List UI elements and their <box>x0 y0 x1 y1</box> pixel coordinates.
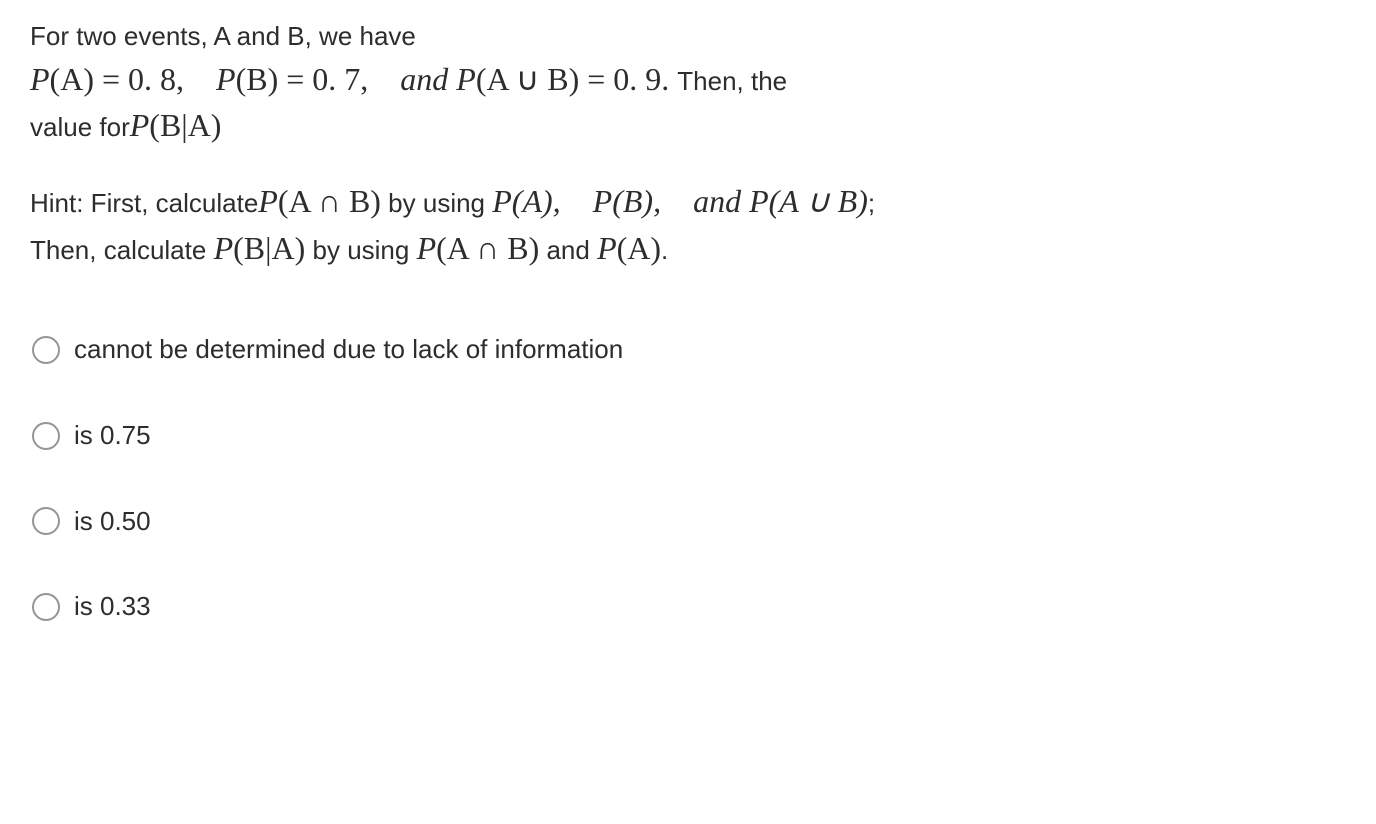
options-list: cannot be determined due to lack of info… <box>30 331 1346 626</box>
hint-mid1: by using <box>381 188 492 218</box>
hint-and2: and <box>539 235 597 265</box>
value-for-text: value for <box>30 112 130 142</box>
radio-icon[interactable] <box>32 422 60 450</box>
math-pb-p: P <box>216 61 236 97</box>
math-pab2-p: P <box>417 230 437 266</box>
hint-mid2: by using <box>305 235 416 265</box>
option-4[interactable]: is 0.33 <box>32 588 1346 626</box>
hint-line2: Then, calculate P(B|A) by using P(A ∩ B)… <box>30 225 1346 271</box>
math-pb-arg: (B) <box>236 61 279 97</box>
option-label: is 0.33 <box>74 588 151 626</box>
radio-icon[interactable] <box>32 593 60 621</box>
question-block: For two events, A and B, we have P(A) = … <box>30 18 1346 148</box>
radio-icon[interactable] <box>32 507 60 535</box>
math-pa3-arg: (A) <box>617 230 661 266</box>
hint-prefix2: Then, calculate <box>30 235 214 265</box>
question-then: Then, the <box>677 66 787 96</box>
hint-period: . <box>661 235 668 265</box>
hint-semi: ; <box>868 188 875 218</box>
math-pab-arg: (A ∪ B) <box>476 61 579 97</box>
math-pa-arg: (A) <box>50 61 94 97</box>
option-label: is 0.50 <box>74 503 151 541</box>
math-eq2: = 0. 7, <box>278 61 400 97</box>
math-eq3: = 0. 9. <box>579 61 677 97</box>
hint-block: Hint: First, calculateP(A ∩ B) by using … <box>30 178 1346 271</box>
hint-prefix1: Hint: First, calculate <box>30 188 258 218</box>
math-and1: and <box>400 61 456 97</box>
math-pba2-p: P <box>214 230 234 266</box>
math-pabint-p: P <box>258 183 278 219</box>
option-3[interactable]: is 0.50 <box>32 503 1346 541</box>
math-pba-arg: (B|A) <box>149 107 221 143</box>
math-eq1: = 0. 8, <box>94 61 216 97</box>
question-line3: value forP(B|A) <box>30 102 1346 148</box>
question-intro: For two events, A and B, we have <box>30 18 1346 56</box>
hint-line1: Hint: First, calculateP(A ∩ B) by using … <box>30 178 1346 224</box>
math-pab2-arg: (A ∩ B) <box>436 230 539 266</box>
math-pa2: P(A), P(B), and P(A ∪ B) <box>492 183 868 219</box>
math-pab-p: P <box>456 61 476 97</box>
radio-icon[interactable] <box>32 336 60 364</box>
question-equation: P(A) = 0. 8, P(B) = 0. 7, and P(A ∪ B) =… <box>30 56 1346 102</box>
option-1[interactable]: cannot be determined due to lack of info… <box>32 331 1346 369</box>
math-pa3-p: P <box>597 230 617 266</box>
math-pba2-arg: (B|A) <box>233 230 305 266</box>
math-pa-p: P <box>30 61 50 97</box>
math-pba-p: P <box>130 107 150 143</box>
option-label: is 0.75 <box>74 417 151 455</box>
option-2[interactable]: is 0.75 <box>32 417 1346 455</box>
option-label: cannot be determined due to lack of info… <box>74 331 623 369</box>
math-pabint-arg: (A ∩ B) <box>278 183 381 219</box>
